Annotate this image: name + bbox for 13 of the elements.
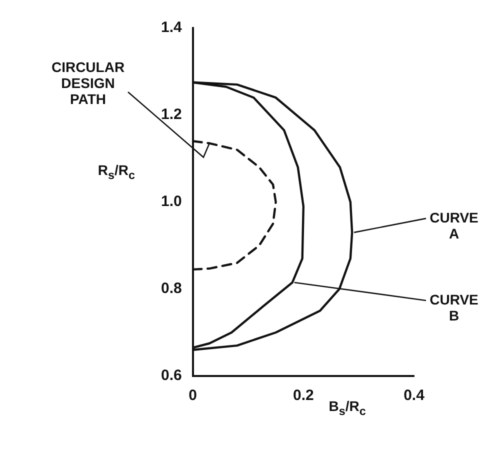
y-tick-label: 1.2	[160, 106, 182, 124]
y-tick-label: 0.8	[160, 280, 182, 298]
text: CIRCULAR DESIGN PATH	[51, 58, 125, 107]
text: CURVE A	[430, 209, 478, 242]
y-tick-label: 1.0	[160, 193, 182, 210]
x-axis-title: B$_{s}$/R$_{c}$	[328, 398, 366, 418]
y-tick-label: 1.4	[160, 19, 182, 36]
x-tick-label: 0.4	[404, 387, 426, 404]
text: CURVE B	[430, 291, 478, 324]
x-tick-label: 0	[188, 387, 198, 404]
y-tick-label: 0.6	[160, 367, 182, 384]
x-tick-label: 0.2	[292, 387, 314, 404]
y-axis-title: R$_{s}$/R$_{c}$	[98, 162, 135, 182]
